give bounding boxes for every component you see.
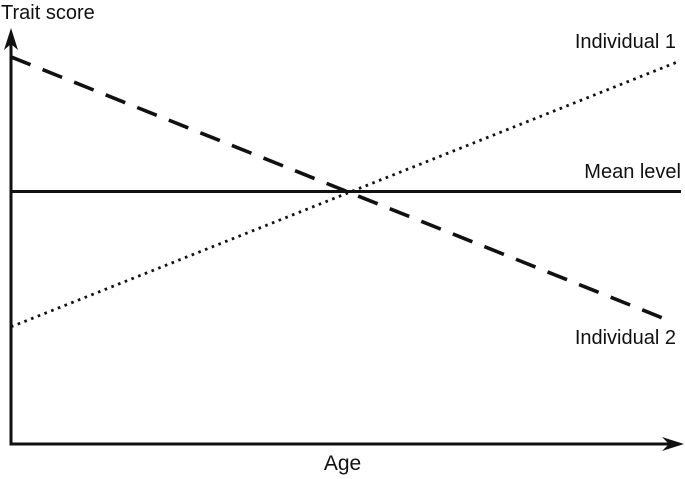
mean-level-label: Mean level [584,161,681,183]
series-line-individual-2 [10,55,673,324]
series-line-individual-1 [10,60,679,329]
y-axis-arrow [4,28,18,50]
x-axis-label: Age [323,452,362,475]
series-label-individual-2: Individual 2 [574,327,676,349]
y-axis-label: Trait score [1,2,95,24]
series-label-individual-1: Individual 1 [574,31,676,53]
x-axis-arrow [662,437,684,451]
